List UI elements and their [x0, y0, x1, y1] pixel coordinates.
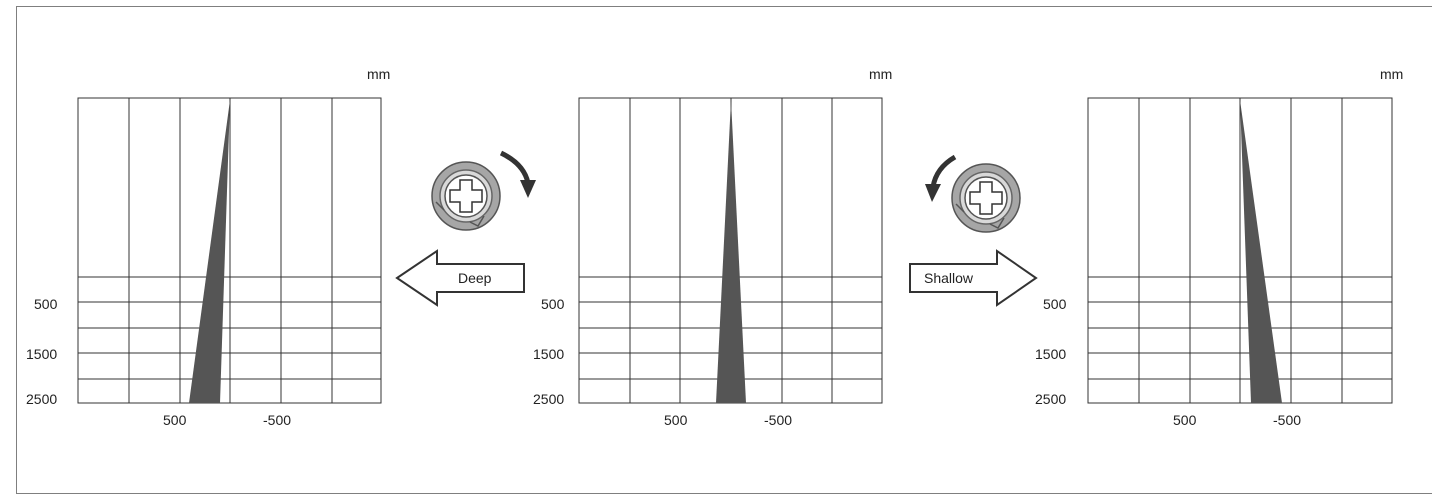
beam-area — [189, 100, 230, 403]
x-tick-label: 500 — [163, 412, 187, 428]
y-tick-label: 2500 — [1035, 391, 1066, 407]
y-tick-label: 1500 — [26, 346, 57, 362]
shallow-arrow: Shallow — [909, 249, 1038, 307]
deep-arrow-label: Deep — [458, 270, 492, 286]
beam-area — [1240, 100, 1282, 403]
panel-grid — [77, 97, 382, 404]
unit-label: mm — [1380, 66, 1403, 82]
y-tick-label: 1500 — [1035, 346, 1066, 362]
x-tick-label: -500 — [1273, 412, 1301, 428]
adjustment-screw-icon — [951, 163, 1021, 233]
y-tick-label: 2500 — [26, 391, 57, 407]
x-tick-label: 500 — [664, 412, 688, 428]
x-tick-label: -500 — [764, 412, 792, 428]
rotate-clockwise-arrow-icon — [499, 150, 536, 198]
adjustment-screw-icon — [431, 161, 501, 231]
panel-standard: mm 500 1500 2500 500 -500 — [533, 66, 892, 428]
y-tick-label: 500 — [541, 296, 565, 312]
panel-shallow: mm 500 1500 2500 500 -500 — [1035, 66, 1403, 428]
rotate-counterclockwise-arrow-icon — [925, 154, 957, 202]
y-tick-label: 500 — [34, 296, 58, 312]
y-tick-label: 2500 — [533, 391, 564, 407]
x-tick-label: 500 — [1173, 412, 1197, 428]
unit-label: mm — [367, 66, 390, 82]
deep-arrow: Deep — [395, 249, 525, 307]
y-tick-label: 1500 — [533, 346, 564, 362]
unit-label: mm — [869, 66, 892, 82]
x-tick-label: -500 — [263, 412, 291, 428]
shallow-arrow-label: Shallow — [924, 270, 974, 286]
panel-deep: mm 500 1500 2500 500 -500 — [26, 66, 390, 428]
y-tick-label: 500 — [1043, 296, 1067, 312]
panel-grid — [1087, 97, 1393, 404]
beam-area — [716, 100, 746, 403]
